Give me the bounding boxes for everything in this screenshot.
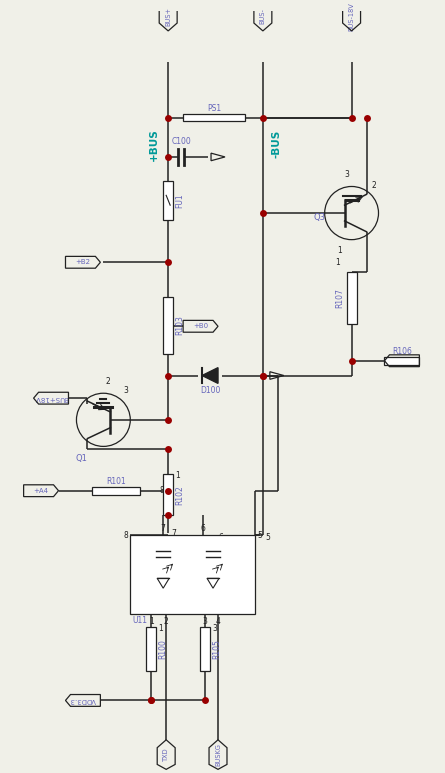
Text: 5: 5 <box>257 530 262 540</box>
Polygon shape <box>202 368 218 383</box>
Bar <box>163 297 173 354</box>
Bar <box>200 627 210 671</box>
Text: 8: 8 <box>124 530 128 540</box>
Text: 5: 5 <box>265 533 270 542</box>
Text: +A4: +A4 <box>33 488 49 494</box>
Text: FU1: FU1 <box>175 193 184 208</box>
Text: -BUS: -BUS <box>272 130 282 158</box>
Bar <box>93 487 140 495</box>
Text: 2: 2 <box>106 377 111 386</box>
Text: 8: 8 <box>159 486 164 495</box>
Text: +BUS: +BUS <box>149 128 159 161</box>
Text: R103: R103 <box>175 315 184 335</box>
Text: 1: 1 <box>337 246 342 254</box>
Text: R106: R106 <box>392 347 412 356</box>
Text: 3: 3 <box>202 617 207 625</box>
Text: 3: 3 <box>123 386 128 395</box>
Text: TXD: TXD <box>163 747 169 761</box>
Text: R101: R101 <box>106 477 126 485</box>
Text: 1: 1 <box>335 257 340 267</box>
Bar <box>163 474 173 516</box>
Text: BUS+: BUS+ <box>165 7 171 26</box>
Text: 7: 7 <box>171 529 176 537</box>
Text: R100: R100 <box>158 638 167 659</box>
Text: 3: 3 <box>344 169 349 179</box>
Text: 6: 6 <box>201 524 206 533</box>
Text: 3: 3 <box>212 624 217 633</box>
Bar <box>384 357 419 365</box>
Text: 2: 2 <box>372 181 376 190</box>
Text: 4: 4 <box>215 617 220 625</box>
Text: PS1: PS1 <box>207 104 221 113</box>
Text: R102: R102 <box>175 485 184 505</box>
Bar <box>183 114 245 121</box>
Text: 7: 7 <box>161 524 166 533</box>
Text: 1: 1 <box>175 472 180 481</box>
Bar <box>130 535 255 614</box>
Text: BUS-: BUS- <box>260 9 266 24</box>
Text: U11: U11 <box>132 616 147 625</box>
Bar <box>347 272 356 325</box>
Text: C100: C100 <box>171 137 191 146</box>
Text: Q3: Q3 <box>314 213 326 223</box>
Text: BUS-18V: BUS-18V <box>348 2 355 30</box>
Text: R107: R107 <box>336 288 344 308</box>
Text: Q1: Q1 <box>76 455 87 463</box>
Text: 1: 1 <box>158 624 163 633</box>
Bar <box>163 181 173 220</box>
Text: 6: 6 <box>218 533 223 542</box>
Text: +B2: +B2 <box>76 259 90 265</box>
Text: 2: 2 <box>164 617 169 625</box>
Text: BUS+18V: BUS+18V <box>34 395 68 401</box>
Text: VDD3.3: VDD3.3 <box>70 697 96 703</box>
Text: +B0: +B0 <box>193 323 208 329</box>
Bar <box>146 627 156 671</box>
Text: BUSKG: BUSKG <box>215 743 221 766</box>
Text: -VB: -VB <box>396 358 408 364</box>
Text: D100: D100 <box>200 386 220 395</box>
Text: 1: 1 <box>149 617 154 625</box>
Text: R105: R105 <box>212 638 221 659</box>
